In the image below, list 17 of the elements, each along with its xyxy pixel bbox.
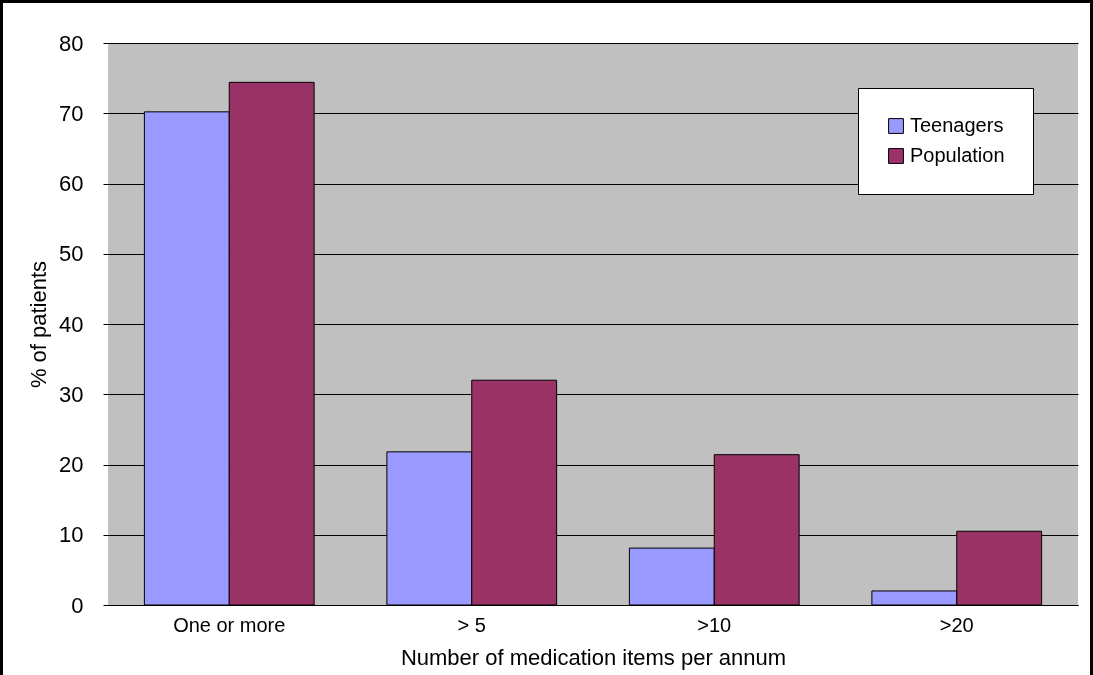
- y-tick-label: 50: [59, 241, 84, 267]
- y-tick-label: 10: [59, 522, 84, 548]
- x-tick-label: One or more: [173, 613, 286, 636]
- y-tick-label: 70: [59, 100, 84, 126]
- legend-label: Teenagers: [910, 114, 1004, 136]
- y-tick-label: 0: [71, 592, 84, 618]
- x-tick-label: >20: [939, 613, 974, 636]
- y-axis-title: % of patients: [26, 260, 52, 389]
- y-tick-label: 20: [59, 452, 84, 477]
- x-tick-label: >10: [697, 613, 732, 636]
- x-tick-label: > 5: [457, 613, 486, 636]
- y-tick-label: 60: [59, 171, 84, 196]
- x-axis-title: Number of medication items per annum: [400, 644, 787, 670]
- legend-label: Population: [910, 144, 1005, 166]
- y-tick-label: 80: [59, 30, 84, 56]
- y-tick-label: 40: [59, 311, 84, 337]
- y-tick-label: 30: [59, 381, 84, 407]
